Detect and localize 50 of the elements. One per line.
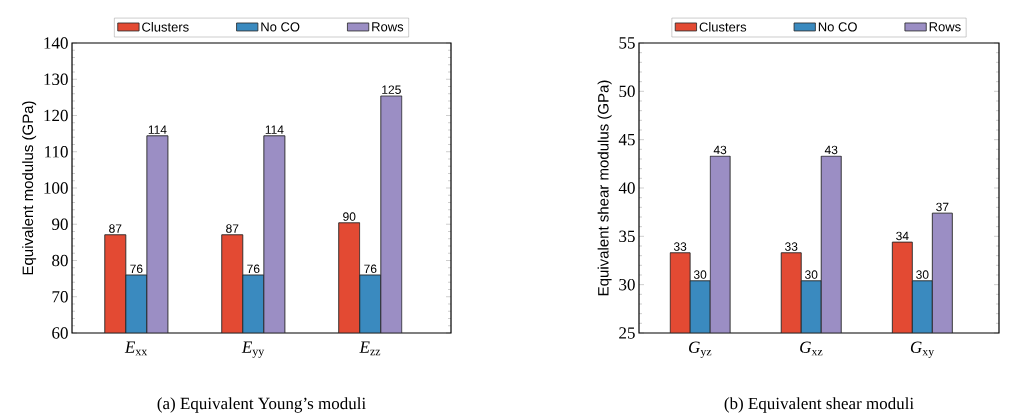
data-label: 43 xyxy=(824,145,838,155)
y-tick-label: 130 xyxy=(44,73,68,85)
data-label: 87 xyxy=(226,224,239,233)
legend-label: Rows xyxy=(929,22,961,32)
y-axis-title: Equivalent shear modulus (GPa) xyxy=(597,80,612,296)
legend-label: Clusters xyxy=(142,22,189,32)
x-tick-label: E$_{zz}$ xyxy=(359,341,381,356)
x-tick-label: G$_{yz}$ xyxy=(689,341,712,358)
x-tick-label: G$_{xz}$ xyxy=(800,341,823,356)
data-label: 76 xyxy=(364,264,377,274)
data-label: 43 xyxy=(713,145,727,155)
data-label: 33 xyxy=(673,242,687,251)
x-tick-label: E$_{yy}$ xyxy=(241,341,265,358)
y-tick-label: 25 xyxy=(619,327,635,339)
data-label: 76 xyxy=(130,264,143,274)
data-label: 30 xyxy=(805,270,818,279)
legend-label: Clusters xyxy=(699,22,747,32)
x-tick-label: E$_{xx}$ xyxy=(124,341,148,356)
data-label: 34 xyxy=(896,231,909,241)
y-tick-label: 140 xyxy=(44,37,68,49)
y-tick-label: 100 xyxy=(44,182,68,194)
y-tick-label: 60 xyxy=(52,327,68,339)
text: (b) Equivalent shear moduli xyxy=(724,397,914,413)
data-label: 37 xyxy=(936,202,949,212)
y-tick-label: 30 xyxy=(619,278,635,291)
y-tick-label: 80 xyxy=(52,254,68,267)
data-label: 114 xyxy=(148,125,167,134)
y-axis-title: Equivalent modulus (GPa) xyxy=(22,101,37,275)
text: (a) Equivalent Young’s moduli xyxy=(157,397,366,413)
y-tick-label: 110 xyxy=(45,146,68,158)
y-tick-label: 120 xyxy=(44,109,68,122)
y-tick-label: 35 xyxy=(619,230,635,243)
data-label: 30 xyxy=(693,270,707,279)
legend-label: Rows xyxy=(372,22,404,32)
data-label: 87 xyxy=(109,224,122,233)
y-tick-label: 70 xyxy=(52,291,68,303)
data-label: 125 xyxy=(382,85,401,94)
legend-label: No CO xyxy=(818,22,857,32)
data-label: 33 xyxy=(785,242,798,251)
y-tick-label: 55 xyxy=(619,37,635,49)
y-tick-label: 50 xyxy=(619,85,635,98)
x-tick-label: G$_{xy}$ xyxy=(910,341,935,358)
data-label: 76 xyxy=(247,264,260,274)
y-tick-label: 90 xyxy=(52,218,68,230)
y-tick-label: 40 xyxy=(618,182,635,194)
data-label: 114 xyxy=(265,125,284,134)
y-tick-label: 45 xyxy=(618,133,635,146)
data-label: 90 xyxy=(343,212,356,221)
data-label: 30 xyxy=(916,270,929,279)
legend-label: No CO xyxy=(261,22,300,32)
